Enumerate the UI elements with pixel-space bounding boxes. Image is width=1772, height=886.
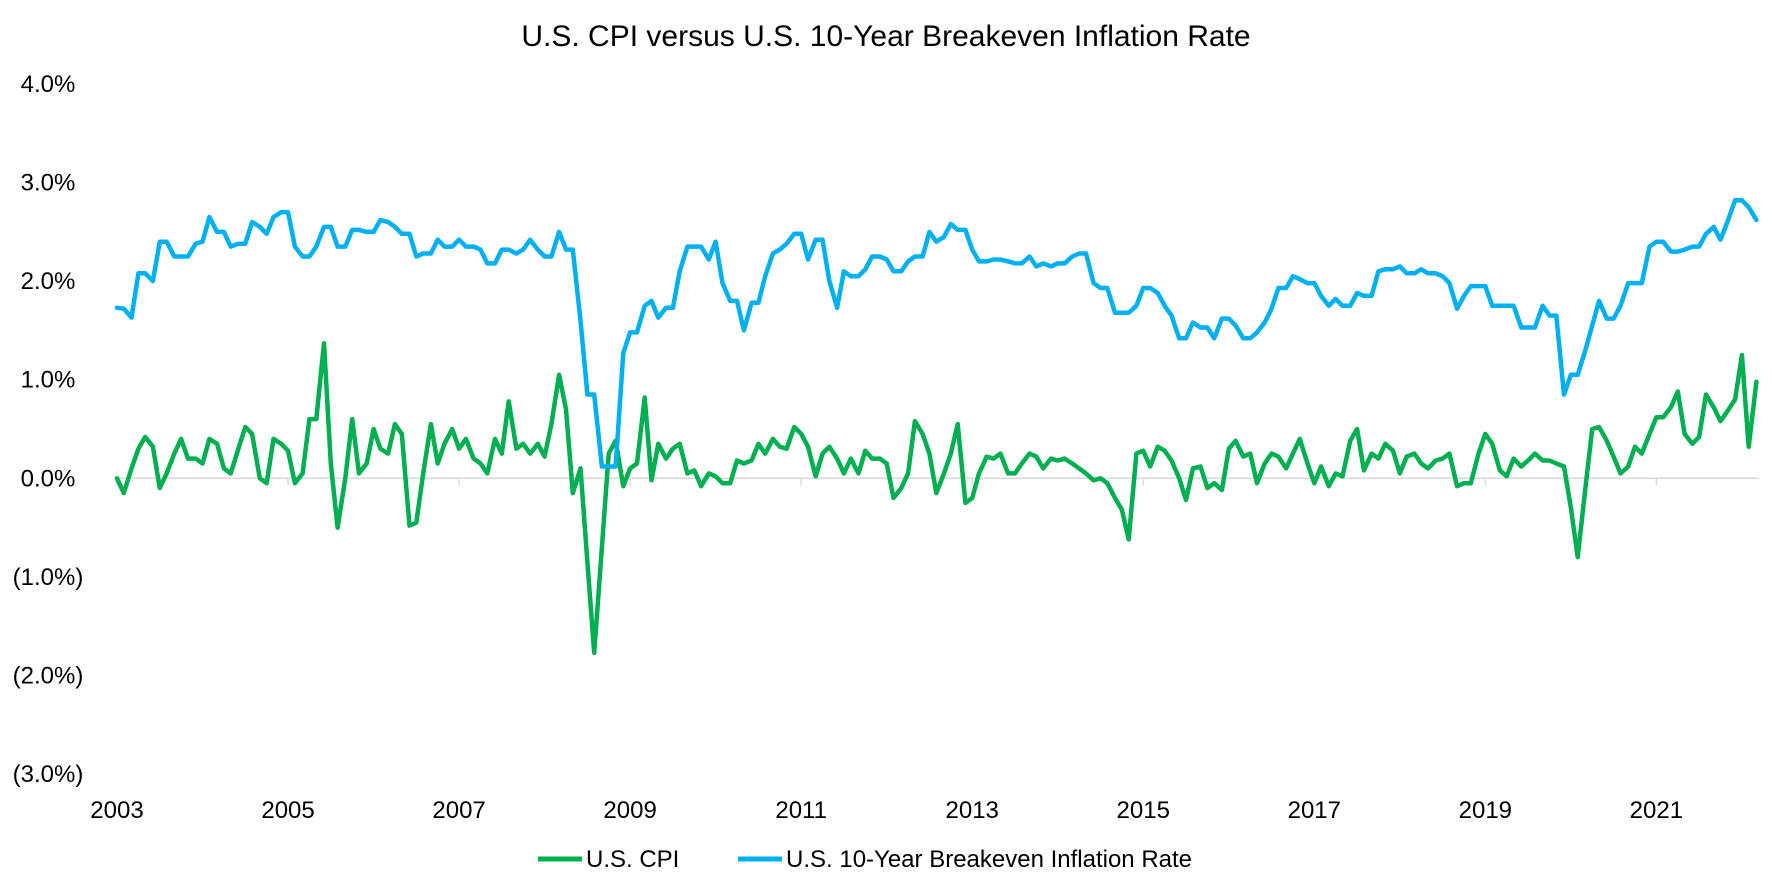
y-tick-label: 1.0% (21, 367, 76, 394)
legend-label: U.S. CPI (586, 846, 679, 873)
series-lines (114, 198, 1759, 656)
y-tick-label: 2.0% (21, 268, 76, 295)
y-tick-label: 4.0% (21, 71, 76, 98)
x-tick-label: 2007 (432, 797, 485, 824)
cpi-series-line (114, 340, 1759, 656)
x-tick-label: 2011 (775, 797, 827, 824)
x-tick-label: 2009 (603, 797, 656, 824)
legend: U.S. CPI U.S. 10-Year Breakeven Inflation… (538, 846, 1192, 873)
x-tick-label: 2003 (90, 797, 143, 824)
x-tick-label: 2021 (1630, 797, 1683, 824)
x-axis-ticks: 2003 2005 2007 2009 2011 2013 2015 2017 2019 2021 (90, 478, 1683, 824)
x-tick-label: 2017 (1288, 797, 1341, 824)
y-tick-label: (3.0%) (13, 761, 84, 788)
y-tick-label: (2.0%) (13, 662, 84, 689)
breakeven-series-line (114, 198, 1759, 469)
y-tick-label: 0.0% (21, 465, 76, 492)
y-axis-ticks: 4.0% 3.0% 2.0% 1.0% 0.0% (1.0%) (2.0%) (3.0%) (13, 71, 84, 788)
y-tick-label: 3.0% (21, 170, 76, 197)
y-tick-label: (1.0%) (13, 564, 84, 591)
x-tick-label: 2015 (1117, 797, 1170, 824)
chart-title: U.S. CPI versus U.S. 10-Year Breakeven I… (521, 20, 1250, 53)
legend-label: U.S. 10-Year Breakeven Inflation Rate (786, 846, 1192, 873)
x-tick-label: 2005 (261, 797, 314, 824)
x-tick-label: 2019 (1459, 797, 1512, 824)
x-tick-label: 2013 (946, 797, 999, 824)
